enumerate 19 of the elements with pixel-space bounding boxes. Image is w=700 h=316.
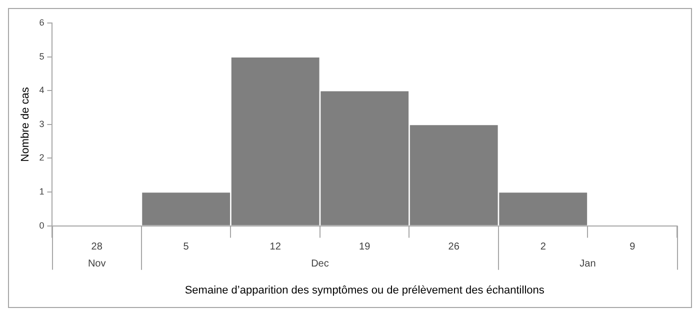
y-tick-label: 4 [39,85,44,96]
y-tick-label: 1 [39,186,44,196]
y-axis-title: Nombre de cas [20,86,32,162]
x-tick-label: 26 [448,242,460,253]
x-tick-label: 12 [270,242,282,253]
y-tick-label: 0 [39,220,44,230]
y-tick-label: 2 [39,152,44,163]
x-tick-label: 28 [91,242,103,253]
x-tick-label: 9 [630,242,636,253]
text: Dec [311,258,329,270]
y-tick-label: 3 [39,118,44,129]
y-tick-label: 5 [39,51,44,62]
y-tick-label: 6 [39,17,44,28]
text: Nov [88,258,106,270]
x-axis-title: Semaine d’apparition des symptômes ou de prélèvement des échantillons [184,284,545,296]
x-tick-label: 5 [183,242,190,253]
x-tick-label: 19 [359,242,371,253]
text: Jan [580,258,596,270]
x-tick-label: 2 [540,242,546,253]
